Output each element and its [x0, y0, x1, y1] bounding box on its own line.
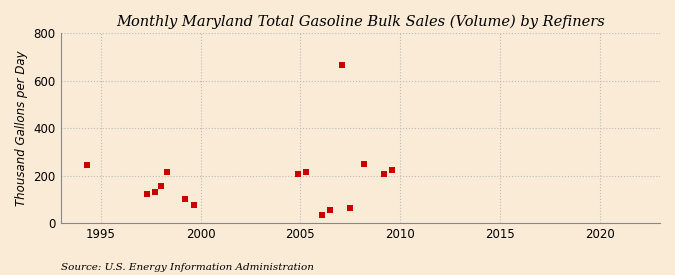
Point: [81, 163, 92, 167]
Point: [317, 212, 328, 217]
Y-axis label: Thousand Gallons per Day: Thousand Gallons per Day: [15, 50, 28, 206]
Title: Monthly Maryland Total Gasoline Bulk Sales (Volume) by Refiners: Monthly Maryland Total Gasoline Bulk Sal…: [116, 15, 605, 29]
Point: [149, 190, 160, 194]
Point: [141, 192, 152, 197]
Point: [337, 63, 348, 68]
Point: [345, 206, 356, 210]
Point: [301, 170, 312, 174]
Point: [155, 184, 166, 188]
Point: [293, 172, 304, 176]
Point: [379, 172, 389, 177]
Point: [188, 203, 199, 207]
Point: [179, 197, 190, 201]
Point: [387, 167, 398, 172]
Point: [359, 162, 370, 167]
Point: [161, 170, 172, 174]
Text: Source: U.S. Energy Information Administration: Source: U.S. Energy Information Administ…: [61, 263, 314, 272]
Point: [325, 208, 335, 212]
